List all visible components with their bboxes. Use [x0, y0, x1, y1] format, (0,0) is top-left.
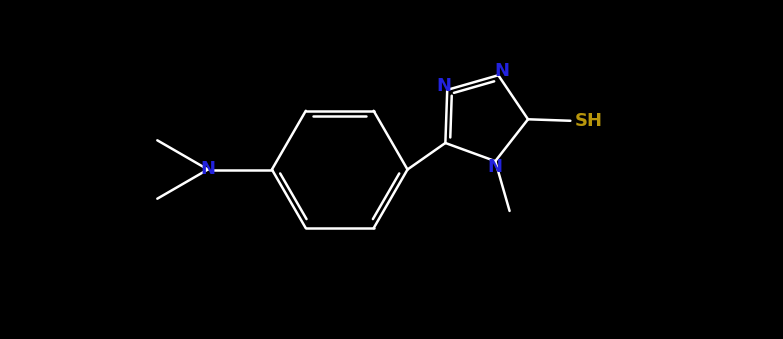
Text: N: N: [436, 77, 451, 95]
Text: N: N: [488, 158, 503, 176]
Text: N: N: [495, 62, 510, 80]
Text: N: N: [200, 160, 215, 179]
Text: SH: SH: [575, 112, 603, 130]
